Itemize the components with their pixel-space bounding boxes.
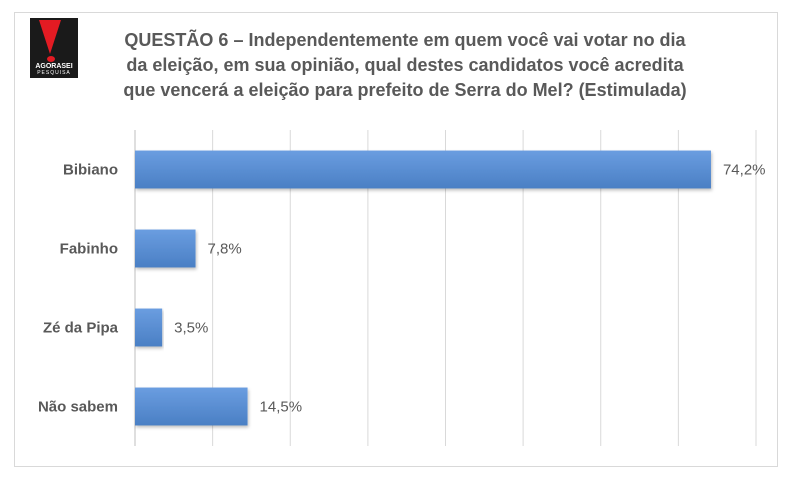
labels: Bibiano 74,2% Fabinho 7,8% Zé da Pipa 3,5% Não… [38,162,766,416]
category-label: Zé da Pipa [43,320,119,337]
title-line-1: QUESTÃO 6 – Independentemente em quem vo… [124,30,686,50]
bar-3 [135,387,248,426]
value-label: 14,5% [260,399,303,416]
value-label: 7,8% [208,241,242,258]
category-label: Bibiano [63,162,118,179]
logo-subtext: PESQUISA [37,70,71,76]
value-label: 3,5% [174,320,208,337]
category-label: Não sabem [38,399,118,416]
exclamation-dot-icon [47,56,55,62]
value-label: 74,2% [723,162,766,179]
bar-2 [135,308,163,347]
bars [135,150,711,426]
chart-title: QUESTÃO 6 – Independentemente em quem vo… [95,28,715,103]
agorasei-logo: AGORASEI PESQUISA [30,18,78,78]
bar-0 [135,150,711,189]
title-line-3: que vencerá a eleição para prefeito de S… [123,80,687,100]
exclamation-icon [39,20,61,54]
title-line-2: da eleição, em sua opinião, qual destes … [126,55,684,75]
category-label: Fabinho [60,241,118,258]
logo-text: AGORASEI [35,63,73,70]
bar-1 [135,229,196,268]
